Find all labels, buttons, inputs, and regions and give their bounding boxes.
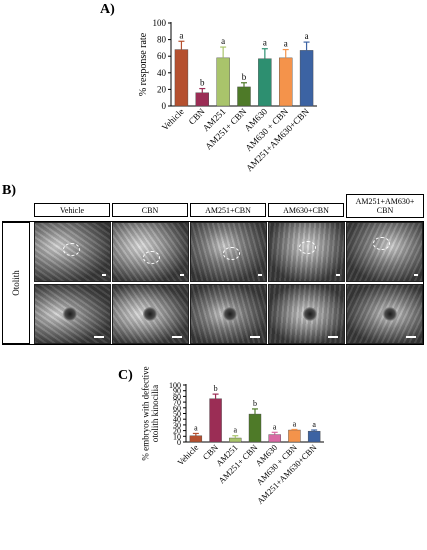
y-tick-label: 100 xyxy=(153,18,167,28)
y-tick-label: 0 xyxy=(177,438,181,447)
y-tick-label: 40 xyxy=(173,415,181,424)
scale-bar xyxy=(336,274,340,276)
column-label-am251-am630-cbn: AM251+AM630+ CBN xyxy=(346,194,424,218)
sem-micrograph xyxy=(190,222,267,282)
y-tick-label: 40 xyxy=(157,68,167,78)
bar xyxy=(307,430,321,443)
panel-a-label: A) xyxy=(100,2,115,17)
significance-letter: a xyxy=(293,419,297,428)
bar xyxy=(189,435,203,443)
significance-letter: a xyxy=(273,422,277,431)
scale-bar xyxy=(258,274,262,276)
significance-letter: a xyxy=(194,423,198,432)
significance-letter: b xyxy=(200,78,205,88)
sem-micrograph xyxy=(112,284,189,344)
significance-letter: a xyxy=(284,39,288,49)
significance-letter: b xyxy=(214,384,218,393)
y-tick-label: 20 xyxy=(173,427,181,436)
kinocilia-pit xyxy=(223,307,237,321)
y-tick-label: 10 xyxy=(173,432,181,441)
scale-bar xyxy=(328,336,338,338)
otolith-marker xyxy=(143,251,160,264)
column-label-am251-cbn: AM251+CBN xyxy=(190,203,266,217)
y-tick-label: 0 xyxy=(162,101,167,111)
significance-letter: a xyxy=(312,420,316,429)
significance-letter: b xyxy=(242,72,247,82)
y-tick-label: 60 xyxy=(157,51,167,61)
sem-micrograph xyxy=(190,284,267,344)
y-tick-label: 80 xyxy=(157,35,167,45)
sem-micrograph xyxy=(268,222,345,282)
sem-micrograph xyxy=(34,222,111,282)
sem-micrograph xyxy=(346,222,423,282)
bar xyxy=(288,429,301,443)
sem-micrograph xyxy=(268,284,345,344)
significance-letter: a xyxy=(234,426,238,435)
significance-letter: a xyxy=(179,30,183,40)
y-axis-label: % response rate xyxy=(138,32,149,96)
significance-letter: a xyxy=(221,36,225,46)
y-tick-label: 60 xyxy=(173,404,181,413)
y-axis-label: % embryos with defectiveotolith kinocili… xyxy=(140,366,160,460)
bar xyxy=(229,437,242,443)
otolith-marker xyxy=(373,237,390,250)
otolith-marker xyxy=(223,247,240,260)
scale-bar xyxy=(102,274,106,276)
significance-letter: a xyxy=(263,38,267,48)
sem-micrograph xyxy=(34,284,111,344)
y-tick-label: 30 xyxy=(173,421,181,430)
scale-bar xyxy=(94,336,104,338)
panel-c-label: C) xyxy=(118,368,133,383)
column-label-cbn: CBN xyxy=(112,203,188,217)
bar xyxy=(268,434,281,443)
scale-bar xyxy=(180,274,184,276)
column-label-vehicle: Vehicle xyxy=(34,203,110,217)
y-tick-label: 50 xyxy=(173,410,181,419)
bar xyxy=(248,413,262,443)
y-tick-label: 70 xyxy=(173,398,181,407)
otolith-marker xyxy=(299,241,316,254)
otolith-marker xyxy=(63,243,80,256)
y-tick-label: 100 xyxy=(169,381,181,390)
scale-bar xyxy=(172,336,182,338)
scale-bar xyxy=(406,336,416,338)
kinocilia-pit xyxy=(143,307,157,321)
scale-bar xyxy=(250,336,260,338)
kinocilia-pit xyxy=(63,307,77,321)
bar xyxy=(209,398,222,443)
sem-micrograph xyxy=(112,222,189,282)
y-tick-label: 80 xyxy=(173,392,181,401)
significance-letter: b xyxy=(253,399,257,408)
kinocilia-pit xyxy=(303,307,317,321)
sem-micrograph xyxy=(346,284,423,344)
kinocilia-pit xyxy=(383,307,397,321)
column-label-am630-cbn: AM630+CBN xyxy=(268,203,344,217)
panel-b-label: B) xyxy=(2,183,16,198)
y-tick-label: 20 xyxy=(157,84,167,94)
significance-letter: a xyxy=(305,31,309,41)
scale-bar xyxy=(414,274,418,276)
y-tick-label: 90 xyxy=(173,387,181,396)
